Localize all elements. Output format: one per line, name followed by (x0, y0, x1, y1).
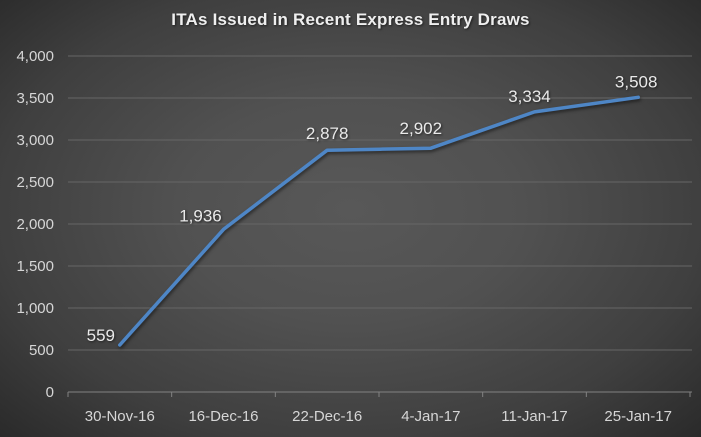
x-axis-category-label: 11-Jan-17 (501, 408, 567, 425)
data-point-label: 559 (87, 326, 115, 345)
data-point-label: 3,334 (508, 87, 551, 106)
data-point-label: 2,902 (400, 119, 443, 138)
x-axis-category-label: 22-Dec-16 (292, 408, 362, 425)
y-axis-tick-label: 2,500 (16, 174, 54, 191)
x-axis-category-label: 16-Dec-16 (188, 408, 258, 425)
y-axis-tick-label: 4,000 (16, 48, 54, 65)
x-axis-category-label: 25-Jan-17 (604, 408, 672, 425)
chart-title: ITAs Issued in Recent Express Entry Draw… (171, 10, 530, 29)
data-point-label: 2,878 (306, 124, 349, 143)
y-axis-tick-label: 500 (29, 342, 54, 359)
y-axis-tick-label: 1,000 (16, 300, 54, 317)
x-axis-category-label: 30-Nov-16 (85, 408, 155, 425)
y-axis-tick-label: 3,500 (16, 90, 54, 107)
y-axis-tick-label: 2,000 (16, 216, 54, 233)
data-point-label: 1,936 (179, 206, 222, 225)
y-axis-tick-label: 0 (46, 384, 54, 401)
y-axis-tick-label: 1,500 (16, 258, 54, 275)
x-axis-category-label: 4-Jan-17 (401, 408, 460, 425)
y-axis-tick-label: 3,000 (16, 132, 54, 149)
data-series-line (118, 95, 640, 347)
data-point-label: 3,508 (615, 72, 658, 91)
